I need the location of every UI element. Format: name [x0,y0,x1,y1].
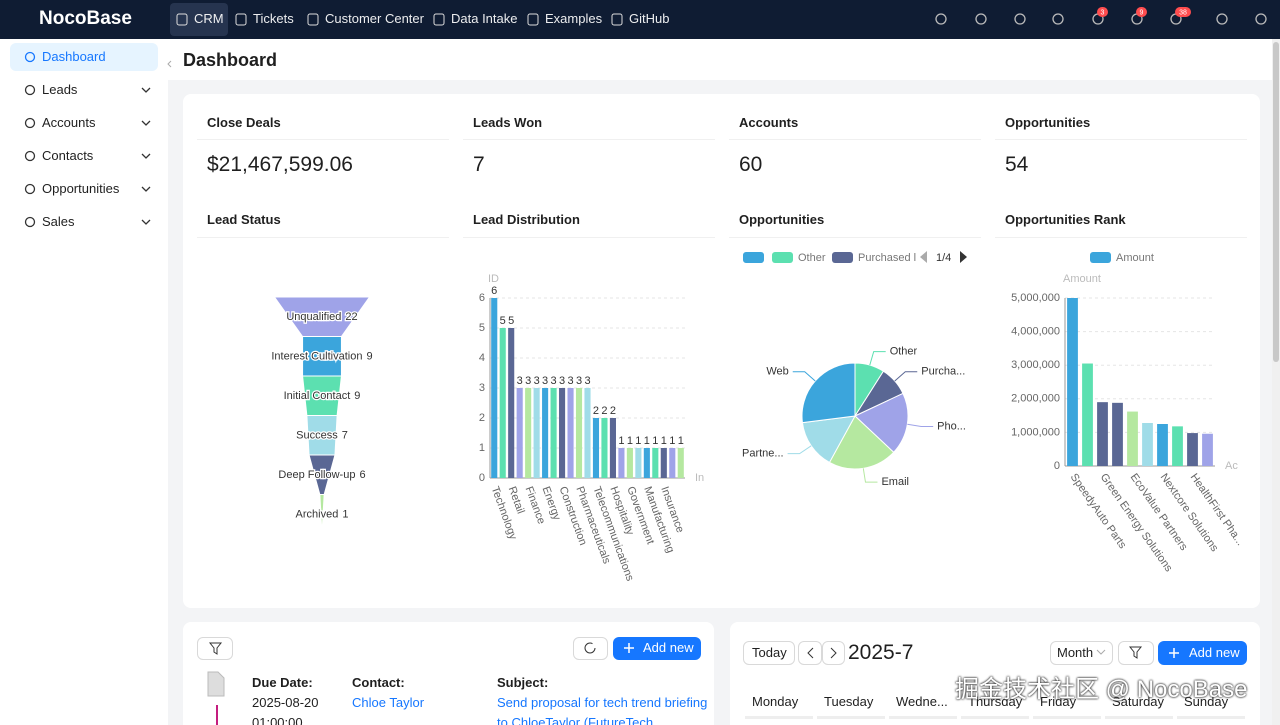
text: Due Date: [252,675,313,690]
text: 7 [473,153,485,176]
text: Dashboard [183,50,278,70]
button[interactable] [743,641,795,665]
text: Opportunities Rank [1005,212,1126,227]
text[interactable]: Dashboard [42,49,106,64]
text[interactable]: Accounts [42,115,96,130]
divider [197,237,449,238]
text: 01:00:00 [252,715,303,725]
divider [995,139,1247,140]
weekday-underline [889,716,957,719]
divider [463,237,715,238]
text: 54 [1005,153,1029,176]
nav-item[interactable]: GitHub [629,11,670,26]
nav-item[interactable]: Examples [545,11,603,26]
text: Monday [752,694,799,709]
text: Chloe Taylor [352,695,425,710]
sidebar [0,39,168,725]
text: Opportunities [739,212,825,227]
text: Opportunities [1005,115,1091,130]
text: Lead Status [207,212,281,227]
weekday-underline [745,716,813,719]
text: Lead Distribution [473,212,580,227]
scroll-thumb [1273,42,1279,362]
text: Close Deals [207,115,281,130]
divider [463,139,715,140]
divider [995,237,1247,238]
text: to ChloeTaylor (FutureTech [497,715,654,725]
divider [729,139,981,140]
button[interactable] [822,641,845,665]
text: Subject: [497,675,549,690]
text: Today [752,645,787,660]
text: $21,467,599.06 [207,153,353,176]
text: 60 [739,153,763,176]
text: 2025-08-20 [252,695,319,710]
button[interactable] [1118,641,1154,665]
button[interactable] [613,637,701,660]
weekday-underline [1105,716,1173,719]
button[interactable] [798,641,822,665]
text: Sunday [1184,694,1229,709]
nav-item[interactable]: Tickets [253,11,294,26]
text: Add new [643,640,694,655]
divider [729,237,981,238]
text: Wedne... [896,694,948,709]
weekday-underline [961,716,1029,719]
nav-item[interactable]: Data Intake [451,11,518,26]
text: Leads Won [473,115,543,130]
text[interactable]: Contacts [42,148,94,163]
text: Month [1057,645,1094,660]
nav-item[interactable]: CRM [194,11,224,26]
text: Tuesday [824,694,874,709]
button[interactable] [197,637,233,660]
text: 2025-7 [848,641,914,664]
text[interactable]: Opportunities [42,181,120,196]
text: Contact: [352,675,405,690]
weekday-underline [1177,716,1245,719]
nav-item[interactable]: Customer Center [325,11,424,26]
text: Accounts [739,115,799,130]
text: Friday [1040,694,1077,709]
divider [197,139,449,140]
page-header [168,39,1272,80]
weekday-underline [1033,716,1101,719]
button[interactable] [573,637,608,660]
text[interactable]: Sales [42,214,75,229]
text: Thursday [968,694,1023,709]
scrollbar [1272,39,1280,725]
text[interactable]: Leads [42,82,78,97]
card [183,94,1260,608]
brand: NocoBase [39,8,132,29]
text: Saturday [1112,694,1165,709]
weekday-underline [817,716,885,719]
watermark: 掘金技术社区 @ NocoBase [955,676,1248,703]
card [730,622,1260,725]
text: Add new [1189,645,1240,660]
text: Send proposal for tech trend briefing [497,695,708,710]
